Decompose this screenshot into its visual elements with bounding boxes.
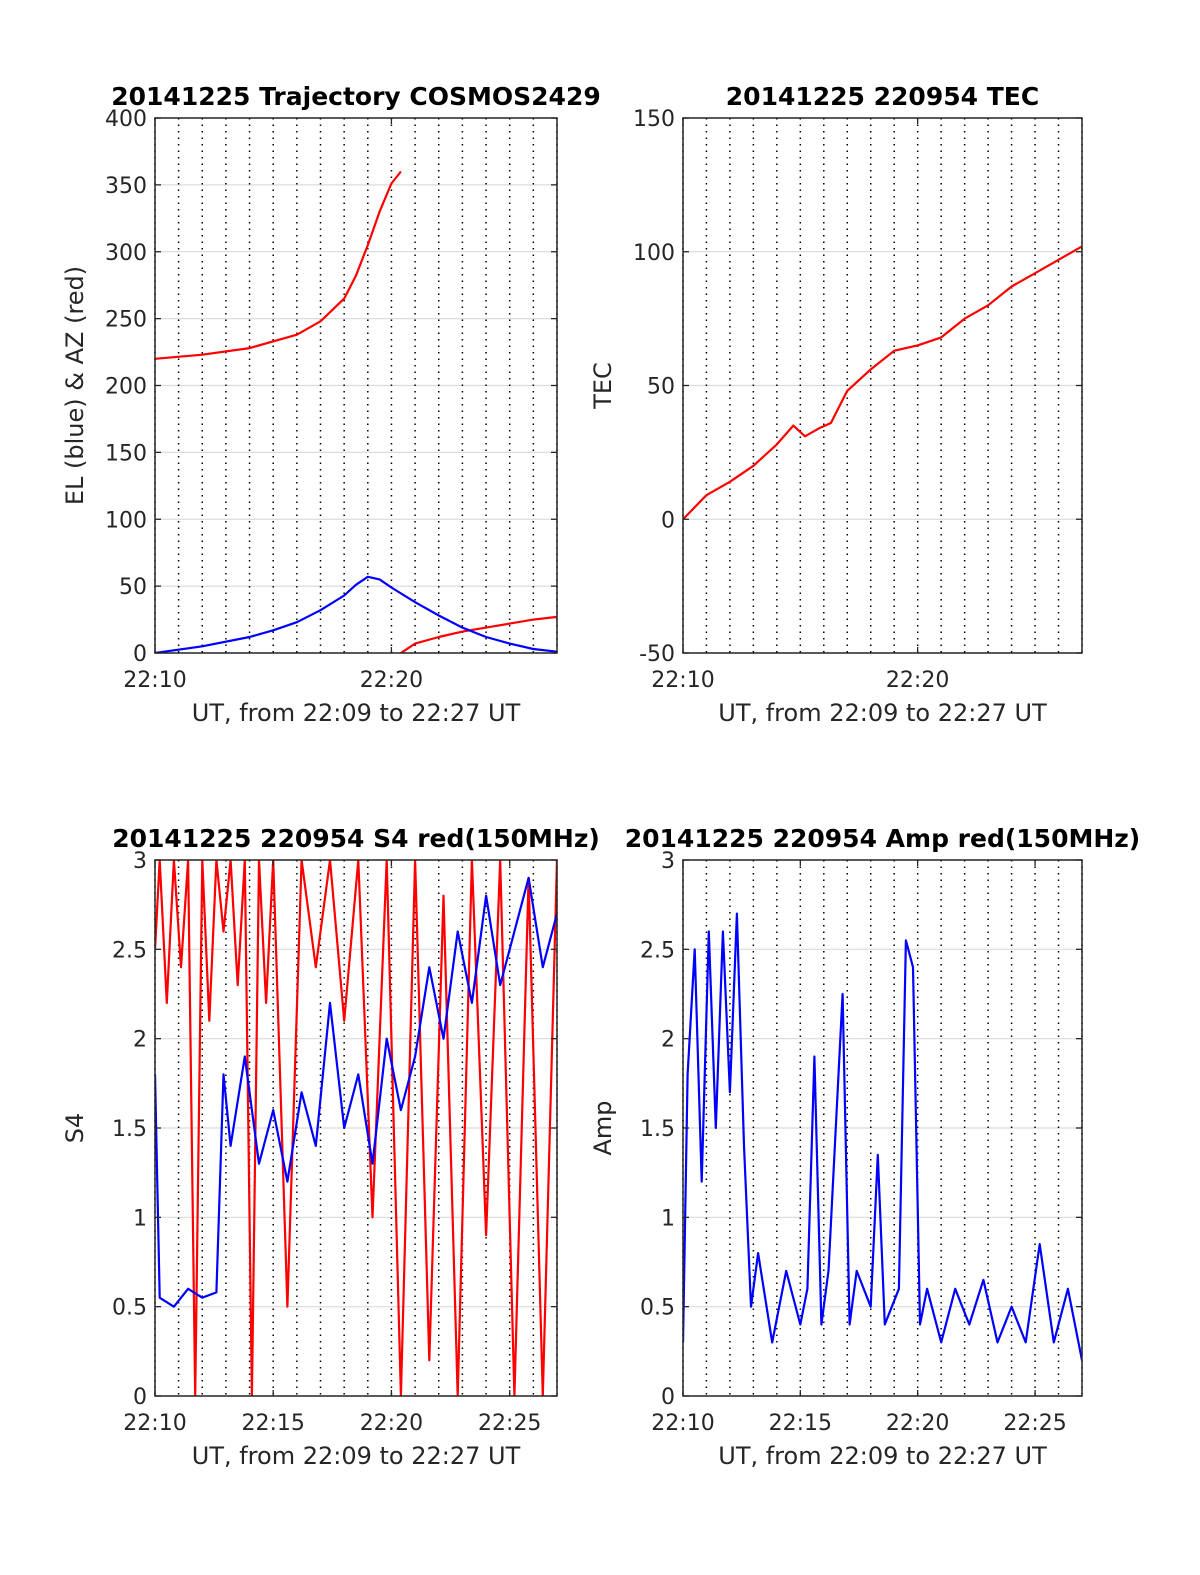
tec-chart: -50 0 50 100 150 22:10 22:20 20141225 220954 TE… [589,82,1083,727]
y-tick-label: 400 [105,107,147,132]
x-tick-label: 22:20 [886,668,949,693]
y-axis-label: EL (blue) & AZ (red) [61,266,89,505]
y-tick-label: -50 [639,642,675,667]
y-tick-label: 0 [661,508,675,533]
trajectory-chart: 0 50 100 150 200 250 300 350 400 22:10 22:20 201412… [61,82,601,727]
y-tick-label: 2 [133,1028,147,1053]
x-tick-label: 22:20 [360,668,423,693]
y-tick-label: 350 [105,174,147,199]
y-tick-label: 50 [119,575,147,600]
y-tick-label: 2.5 [112,938,147,963]
y-tick-label: 3 [661,849,675,874]
x-axis-label: UT, from 22:09 to 22:27 UT [718,1442,1047,1470]
y-tick-label: 0.5 [640,1296,675,1321]
series-line [155,860,557,1396]
x-tick-label: 22:25 [478,1411,541,1436]
y-tick-label: 2.5 [640,938,675,963]
chart-title: 20141225 220954 TEC [726,82,1039,111]
plot-area [683,245,1082,521]
series-line [155,575,557,653]
plot-area [155,860,557,1396]
series-line [155,876,557,1308]
y-tick-label: 150 [633,107,675,132]
x-tick-label: 22:10 [123,668,186,693]
y-tick-label: 0 [133,642,147,667]
y-tick-label: 0 [661,1385,675,1410]
s4-chart: 0 0.5 1 1.5 2 2.5 3 22:10 22:15 22:20 22:25 2014122… [61,824,600,1470]
x-tick-label: 22:20 [886,1411,949,1436]
x-tick-label: 22:10 [651,668,714,693]
x-axis-label: UT, from 22:09 to 22:27 UT [192,1442,521,1470]
y-axis-label: TEC [589,362,617,410]
y-tick-label: 150 [105,441,147,466]
series-line [155,170,402,360]
x-tick-label: 22:15 [241,1411,304,1436]
y-axis-label: S4 [61,1113,89,1144]
x-tick-label: 22:10 [651,1411,714,1436]
y-tick-label: 300 [105,241,147,266]
y-tick-label: 1.5 [640,1117,675,1142]
x-tick-label: 22:10 [123,1411,186,1436]
chart-title: 20141225 220954 S4 red(150MHz) [112,824,600,853]
series-line [683,245,1082,521]
amp-chart: 0 0.5 1 1.5 2 2.5 3 22:10 22:15 22:20 22:25 2014122… [589,824,1140,1470]
chart-title: 20141225 220954 Amp red(150MHz) [625,824,1141,853]
x-axis-label: UT, from 22:09 to 22:27 UT [192,699,521,727]
y-tick-label: 1 [661,1206,675,1231]
x-tick-label: 22:25 [1003,1411,1066,1436]
y-tick-label: 0 [133,1385,147,1410]
y-tick-label: 0.5 [112,1296,147,1321]
y-tick-label: 1 [133,1206,147,1231]
y-tick-label: 100 [105,508,147,533]
plot-area [683,912,1082,1361]
y-tick-label: 2 [661,1028,675,1053]
x-axis-label: UT, from 22:09 to 22:27 UT [718,699,1047,727]
y-tick-label: 50 [647,375,675,400]
x-tick-label: 22:20 [360,1411,423,1436]
x-tick-label: 22:15 [769,1411,832,1436]
y-tick-label: 100 [633,241,675,266]
series-line [400,615,557,653]
chart-title: 20141225 Trajectory COSMOS2429 [111,82,601,111]
plot-area [155,170,557,653]
y-tick-label: 200 [105,375,147,400]
y-tick-label: 250 [105,308,147,333]
y-tick-label: 3 [133,849,147,874]
y-tick-label: 1.5 [112,1117,147,1142]
series-line [683,912,1082,1361]
y-axis-label: Amp [589,1100,617,1155]
